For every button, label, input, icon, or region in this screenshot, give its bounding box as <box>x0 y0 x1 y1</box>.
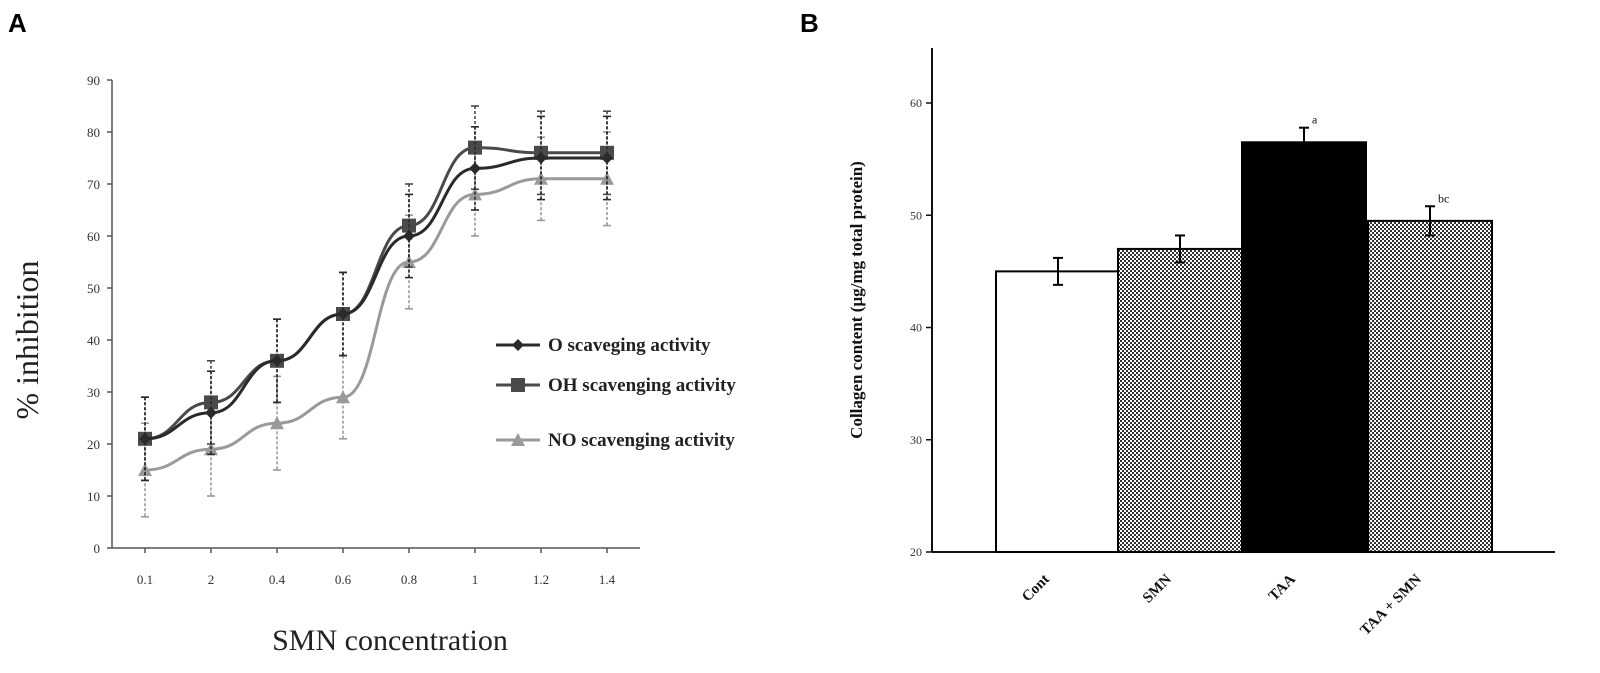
chart-b-collagen: 20 30 40 50 60 Collagen content (µg/mg total … <box>847 48 1555 639</box>
x-tick-label: 1.4 <box>599 572 616 587</box>
legend-marker <box>512 339 524 351</box>
data-point <box>139 432 151 445</box>
panel-b-label: B <box>800 8 819 38</box>
y-tick-label: 30 <box>87 385 100 400</box>
x-tick-label: SMN <box>1140 571 1175 606</box>
y-tick-label: 40 <box>87 333 100 348</box>
bar-taa-smn <box>1367 219 1493 554</box>
legend-label: O scaveging activity <box>548 335 711 356</box>
x-tick-label: 0.1 <box>137 572 153 587</box>
y-tick-label: 80 <box>87 125 100 140</box>
y-tick-label: 0 <box>94 541 101 556</box>
y-axis-title: % inhibition <box>9 260 45 419</box>
y-tick-label: 50 <box>87 281 100 296</box>
y-axis-title: Collagen content (µg/mg total protein) <box>847 161 866 439</box>
y-tick-label: 10 <box>87 489 100 504</box>
x-tick-label: 0.6 <box>335 572 352 587</box>
legend-label: NO scavenging activity <box>548 430 735 451</box>
chart-a-inhibition: 0 10 20 30 40 50 60 70 80 90 0.1 2 0.4 0.6 0.8 1 1.2 1.4 S… <box>9 73 736 657</box>
data-point <box>336 390 350 404</box>
x-tick-label: TAA + SMN <box>1358 571 1425 638</box>
data-point <box>270 416 284 430</box>
bar-smn <box>1117 247 1243 554</box>
y-tick-label: 20 <box>87 437 100 452</box>
legend-label: OH scavenging activity <box>548 375 736 396</box>
y-tick-label: 20 <box>910 545 922 559</box>
series-triangle <box>138 131 614 518</box>
y-tick-label: 40 <box>910 321 922 335</box>
panel-a-label: A <box>8 8 27 38</box>
x-tick-label: 0.4 <box>269 572 286 587</box>
x-tick-label: 0.8 <box>401 572 417 587</box>
x-tick-label: 2 <box>208 572 215 587</box>
x-tick-label: Cont <box>1019 572 1053 606</box>
data-point <box>403 230 415 242</box>
series-line <box>144 156 607 441</box>
significance-label: bc <box>1438 191 1449 205</box>
x-axis-title: SMN concentration <box>272 624 508 657</box>
significance-label: a <box>1312 113 1318 127</box>
data-point <box>469 162 481 175</box>
x-tick-label: TAA <box>1266 571 1299 604</box>
series-diamond <box>139 115 613 482</box>
x-tick-label: 1.2 <box>533 572 549 587</box>
series-line <box>144 146 607 441</box>
legend-marker <box>511 378 525 392</box>
y-tick-label: 90 <box>87 73 100 88</box>
data-point <box>601 152 613 164</box>
data-point <box>337 308 349 320</box>
y-tick-label: 30 <box>910 433 922 447</box>
data-point <box>271 354 283 367</box>
x-tick-label: 1 <box>472 572 479 587</box>
legend-marker <box>511 433 525 446</box>
bar-cont <box>995 270 1121 553</box>
data-point <box>205 406 217 419</box>
legend: O scaveging activity OH scavenging activi… <box>496 335 736 451</box>
y-tick-label: 70 <box>87 177 100 192</box>
y-tick-label: 50 <box>910 208 922 222</box>
series-line <box>144 177 607 472</box>
bar-taa <box>1241 141 1367 553</box>
y-tick-label: 60 <box>910 96 922 110</box>
y-tick-label: 60 <box>87 229 100 244</box>
data-point <box>535 152 547 164</box>
